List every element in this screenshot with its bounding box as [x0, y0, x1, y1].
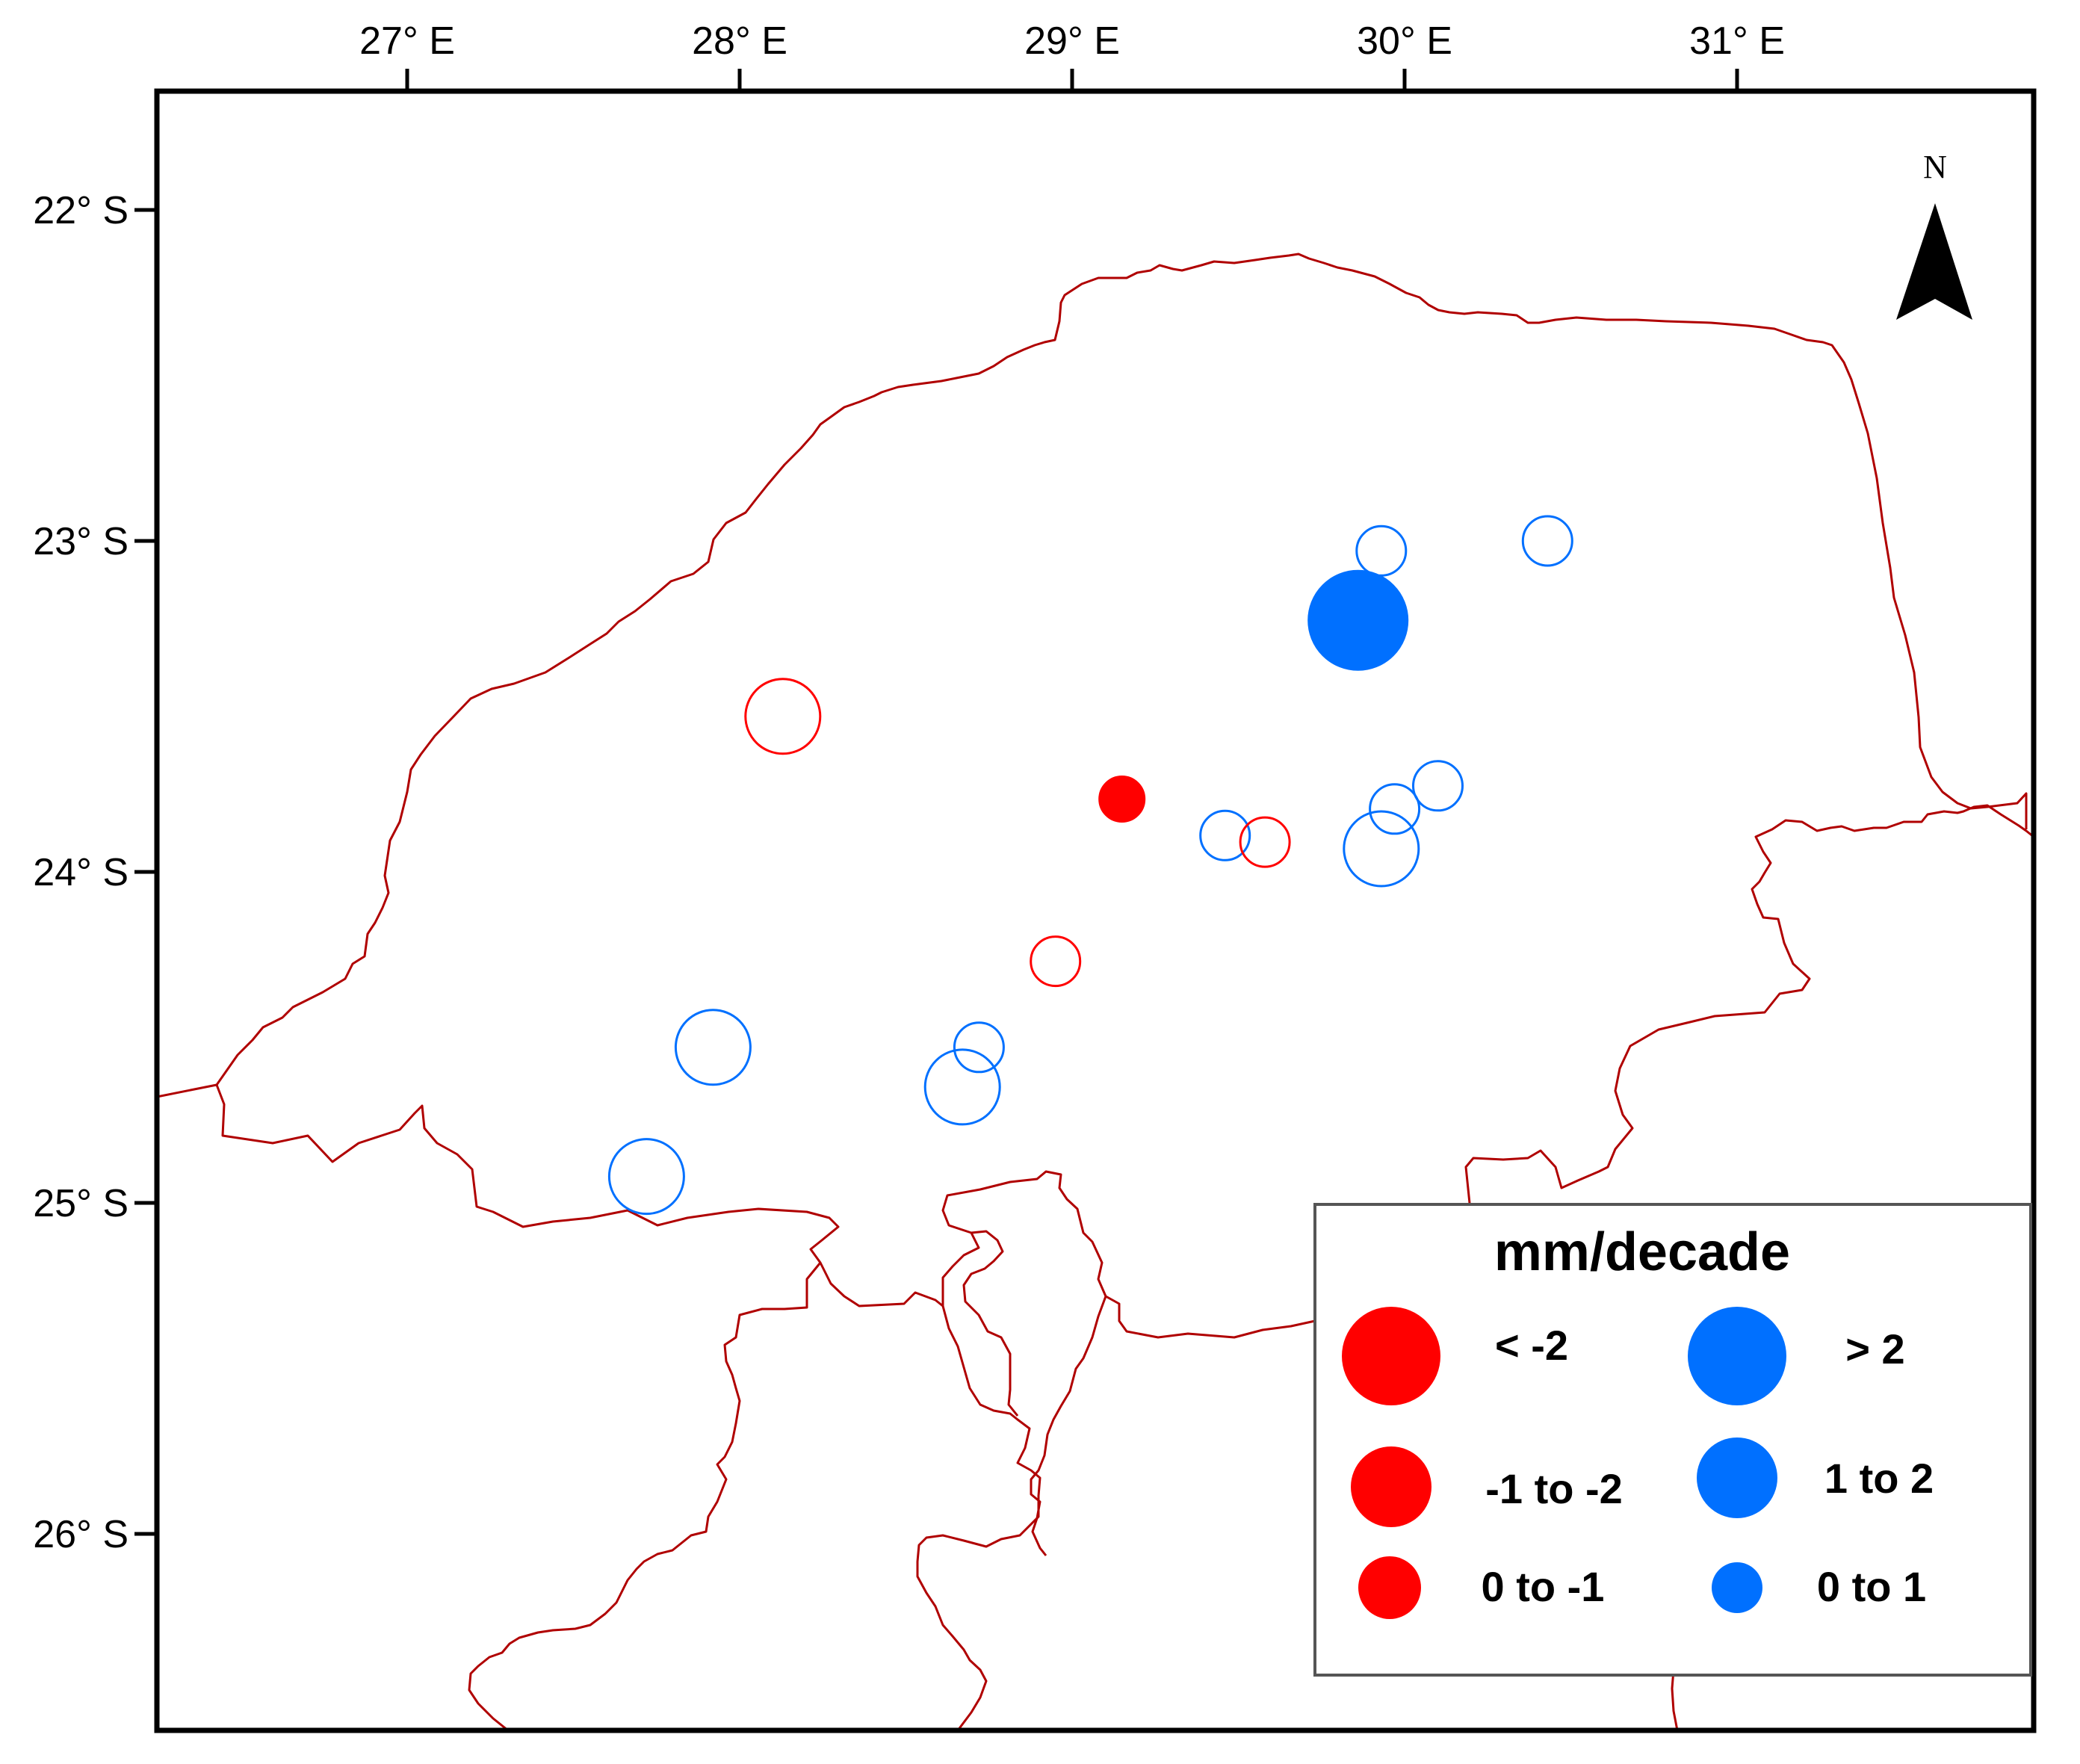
district-boundary-4 — [962, 1230, 1019, 1417]
legend-title: mm/decade — [1494, 1222, 1790, 1282]
station-marker-5 — [1098, 776, 1146, 823]
district-boundary-3 — [1030, 1296, 1107, 1556]
north-arrow: N — [1896, 149, 1972, 320]
station-marker-11 — [1030, 935, 1082, 988]
legend-box — [1313, 1203, 2032, 1677]
legend-symbol-neg-large — [1342, 1307, 1440, 1405]
legend-label-pos-medium: 1 to 2 — [1824, 1455, 1934, 1502]
station-marker-6 — [1412, 760, 1464, 812]
station-marker-14 — [923, 1048, 1001, 1126]
legend-symbol-neg-small — [1358, 1556, 1421, 1619]
legend-symbol-neg-medium — [1351, 1446, 1431, 1527]
north-label: N — [1923, 149, 1947, 185]
station-marker-3 — [1307, 569, 1409, 671]
district-boundary-1 — [468, 1262, 822, 1730]
station-marker-12 — [674, 1009, 752, 1086]
map-frame — [154, 88, 2037, 1733]
legend-label-pos-large: > 2 — [1845, 1325, 1904, 1372]
x-tick-label-28: 28° E — [692, 19, 787, 63]
legend-label-neg-small: 0 to -1 — [1482, 1563, 1605, 1610]
x-tick-label-31: 31° E — [1689, 19, 1785, 63]
boundaries — [157, 253, 2034, 1730]
x-axis-ticks: 27° E 28° E 29° E 30° E 31° E — [359, 19, 1785, 91]
station-marker-1 — [1355, 524, 1408, 577]
x-tick-label-29: 29° E — [1024, 19, 1120, 63]
province-boundary-north — [215, 253, 2028, 1086]
legend-symbol-pos-medium — [1697, 1437, 1777, 1518]
legend-symbol-pos-large — [1688, 1307, 1786, 1405]
y-tick-label-22: 22° S — [33, 189, 129, 232]
legend-symbol-pos-small — [1712, 1562, 1762, 1613]
station-marker-15 — [607, 1138, 685, 1216]
y-tick-label-26: 26° S — [33, 1513, 129, 1556]
y-tick-label-23: 23° S — [33, 520, 129, 563]
legend-label-neg-medium: -1 to -2 — [1485, 1465, 1623, 1512]
station-marker-4 — [744, 678, 822, 755]
x-tick-label-30: 30° E — [1357, 19, 1452, 63]
y-axis-ticks: 22° S 23° S 24° S 25° S 26° S — [33, 189, 157, 1556]
station-marker-8 — [1199, 809, 1251, 861]
legend: mm/decade < -2 > 2 -1 to -2 1 to 2 0 to … — [1313, 1203, 2032, 1677]
legend-label-pos-small: 0 to 1 — [1817, 1563, 1926, 1610]
station-marker-7 — [1369, 783, 1421, 835]
y-tick-label-24: 24° S — [33, 851, 129, 894]
station-marker-13 — [953, 1021, 1005, 1074]
station-marker-2 — [1521, 515, 1573, 567]
north-arrow-icon — [1896, 203, 1972, 320]
stations-layer — [607, 515, 1573, 1216]
legend-label-neg-large: < -2 — [1495, 1322, 1568, 1369]
station-marker-10 — [1343, 810, 1420, 888]
y-tick-label-25: 25° S — [33, 1182, 129, 1225]
x-tick-label-27: 27° E — [359, 19, 455, 63]
province-boundary — [157, 804, 2034, 1339]
district-boundary-2 — [916, 1305, 1041, 1730]
station-marker-9 — [1239, 816, 1291, 868]
